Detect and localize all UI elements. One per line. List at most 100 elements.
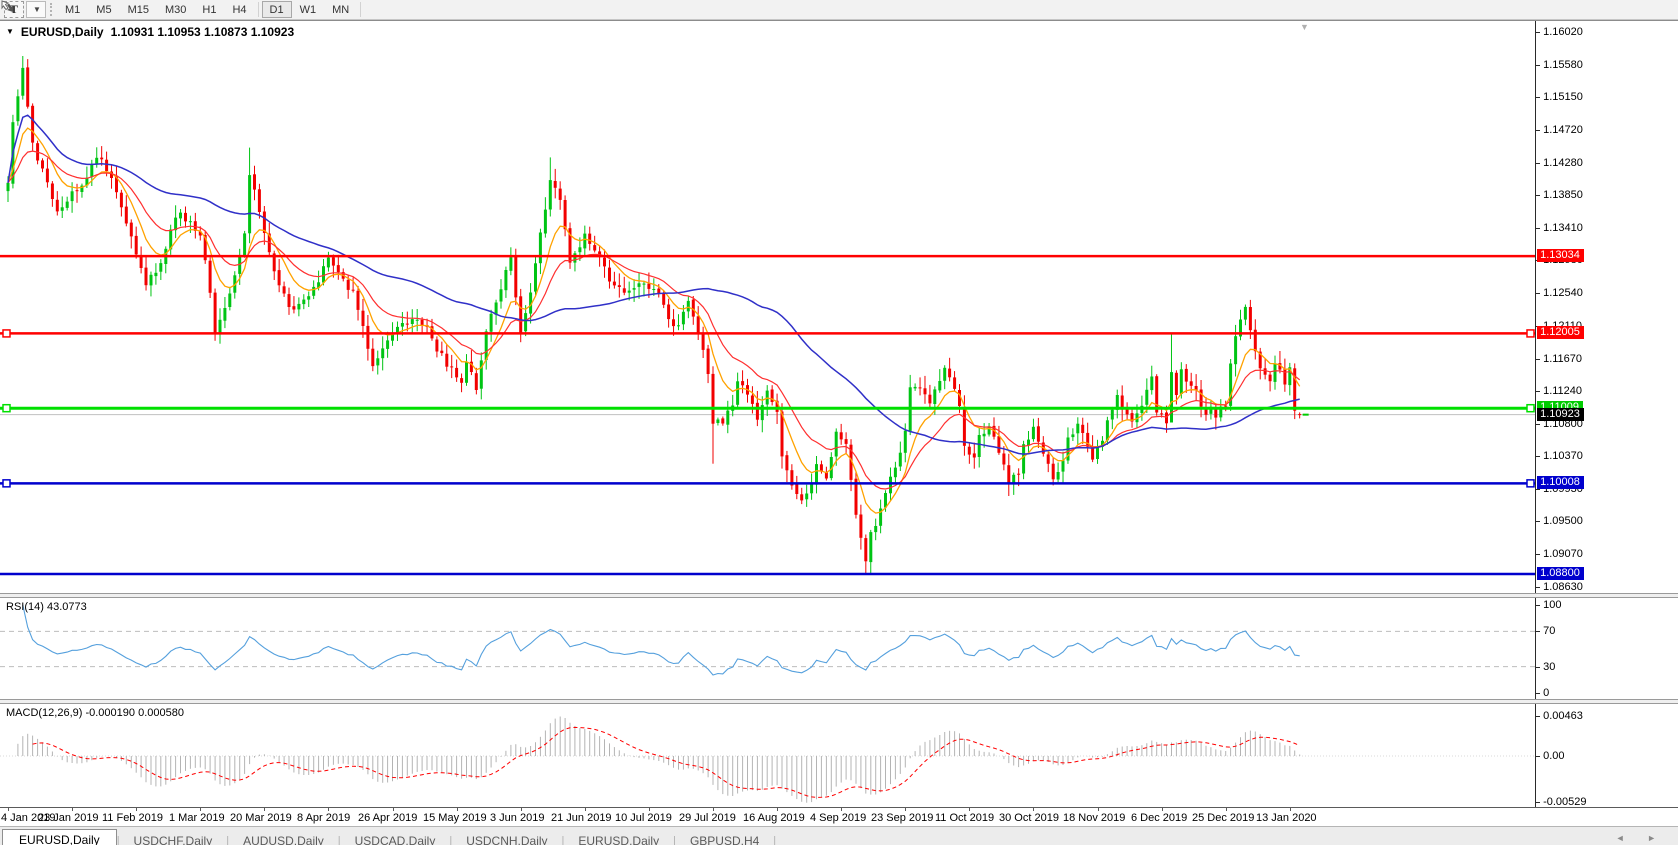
candle xyxy=(134,235,138,255)
candle xyxy=(479,360,483,389)
chart-tab-eurusd-daily[interactable]: EURUSD,Daily xyxy=(2,829,117,845)
chart-tab-gbpusd-h4[interactable]: GBPUSD,H4 xyxy=(689,834,760,845)
candle xyxy=(1046,454,1050,464)
macd-chart-area[interactable]: MACD(12,26,9) -0.000190 0.000580 xyxy=(0,704,1536,807)
panel-separator[interactable] xyxy=(0,699,1678,704)
candle xyxy=(696,316,700,334)
candle xyxy=(514,256,518,298)
timeframe-button-m15[interactable]: M15 xyxy=(127,3,149,16)
candle xyxy=(405,323,409,325)
rsi-axis[interactable]: 100 70 30 0 xyxy=(1535,598,1678,699)
tab-divider: | xyxy=(673,835,676,845)
timeframe-button-group: M1 M5 M15 M30 H1 H4 D1 W1 MN xyxy=(57,1,364,18)
candle xyxy=(568,228,572,263)
candle xyxy=(415,319,419,321)
candle xyxy=(184,212,187,222)
axis-tick xyxy=(1536,554,1541,555)
candle xyxy=(307,296,311,300)
hline-handle[interactable] xyxy=(2,403,11,413)
tab-scroll-arrows[interactable]: ◄ ► xyxy=(1615,833,1666,843)
candle xyxy=(869,532,873,563)
candle xyxy=(534,263,537,292)
candle xyxy=(864,538,868,562)
candle xyxy=(800,494,804,501)
chart-tab-eurusd-daily[interactable]: EURUSD,Daily xyxy=(578,834,660,845)
tab-divider: | xyxy=(226,835,230,845)
chart-tab-usdcnh-daily[interactable]: USDCNH,Daily xyxy=(466,834,548,845)
date-tick xyxy=(200,808,201,811)
candle xyxy=(1258,351,1262,369)
candle xyxy=(1105,420,1109,441)
candle xyxy=(1036,426,1040,442)
rsi-indicator-label: RSI(14) 43.0773 xyxy=(6,601,87,613)
candle xyxy=(223,308,227,321)
candle xyxy=(149,274,153,286)
candle xyxy=(144,267,148,286)
candle xyxy=(1219,406,1223,418)
candle xyxy=(55,199,59,212)
candle xyxy=(938,381,942,391)
candle xyxy=(647,283,651,289)
candlestick-canvas[interactable] xyxy=(0,21,1536,593)
panel-separator[interactable] xyxy=(0,593,1678,598)
date-label: 21 Jun 2019 xyxy=(551,812,612,824)
candle xyxy=(1174,372,1178,395)
chart-tab-audusd-daily[interactable]: AUDUSD,Daily xyxy=(243,834,324,845)
hline-handle[interactable] xyxy=(2,479,11,488)
date-tick xyxy=(393,808,394,811)
date-label: 15 May 2019 xyxy=(423,812,487,824)
timeframe-button-w1[interactable]: W1 xyxy=(299,3,317,16)
timeframe-button-h4[interactable]: H4 xyxy=(232,3,247,16)
hline-handle[interactable] xyxy=(2,329,11,338)
symbol-menu-triangle-icon[interactable]: ▼ xyxy=(6,26,14,36)
arrow-objects-icon xyxy=(1,0,13,12)
candle xyxy=(1091,447,1095,460)
rsi-chart-area[interactable]: RSI(14) 43.0773 xyxy=(0,598,1536,699)
candle xyxy=(918,387,922,389)
candle xyxy=(755,402,759,420)
timeframe-button-d1[interactable]: D1 xyxy=(261,1,292,18)
date-label: 23 Jan 2019 xyxy=(38,812,99,824)
candle xyxy=(188,221,192,223)
candle xyxy=(672,319,675,327)
candle xyxy=(933,389,937,404)
arrow-objects-button[interactable]: ▼ xyxy=(1,0,46,18)
price-badge-1.10008: 1.10008 xyxy=(1537,476,1584,489)
toolbar-drag-handle-icon[interactable] xyxy=(50,3,52,16)
candle xyxy=(1130,413,1134,422)
candle xyxy=(657,288,661,295)
candle xyxy=(391,333,394,341)
macd-canvas[interactable] xyxy=(0,704,1536,807)
timeframe-button-m1[interactable]: M1 xyxy=(65,3,81,16)
price-grid-label: 1.15580 xyxy=(1543,59,1583,71)
timeframe-button-mn[interactable]: MN xyxy=(332,3,350,16)
timeframe-button-m30[interactable]: M30 xyxy=(164,3,187,16)
price-panel-row: ▼ EURUSD,Daily 1.10931 1.10953 1.10873 1… xyxy=(0,21,1678,593)
timeframe-button-m5[interactable]: M5 xyxy=(96,3,112,16)
price-chart-area[interactable]: ▼ EURUSD,Daily 1.10931 1.10953 1.10873 1… xyxy=(0,21,1536,593)
candle xyxy=(1120,395,1124,410)
dropdown-caret-icon[interactable]: ▼ xyxy=(33,5,41,14)
candle xyxy=(681,311,685,325)
axis-tick xyxy=(1536,667,1541,668)
price-axis[interactable]: 1.16020 1.15580 1.15150 1.14720 1.14280 1.138… xyxy=(1535,21,1678,593)
date-axis[interactable]: 4 Jan 2019 23 Jan 2019 11 Feb 2019 1 Mar 20… xyxy=(0,807,1678,826)
candle xyxy=(504,270,508,291)
moving-average-ema8 xyxy=(7,127,1301,514)
chart-tab-usdcad-daily[interactable]: USDCAD,Daily xyxy=(354,834,436,845)
rsi-canvas[interactable] xyxy=(0,598,1536,699)
date-label: 6 Dec 2019 xyxy=(1131,812,1188,824)
candle xyxy=(60,207,64,211)
timeframe-button-h1[interactable]: H1 xyxy=(202,3,217,16)
chart-tab-usdchf-daily[interactable]: USDCHF,Daily xyxy=(133,834,213,845)
axis-tick xyxy=(1536,130,1541,131)
candle xyxy=(489,313,493,332)
hline-handle[interactable] xyxy=(1526,479,1535,488)
chart-shift-marker-icon[interactable]: ▼ xyxy=(1300,22,1309,32)
candle xyxy=(228,293,232,307)
candle xyxy=(1031,426,1035,440)
hline-handle[interactable] xyxy=(1526,403,1535,413)
macd-axis[interactable]: 0.00463 0.00 -0.00529 xyxy=(1535,704,1678,808)
candle xyxy=(356,290,360,310)
hline-handle[interactable] xyxy=(1526,329,1535,338)
